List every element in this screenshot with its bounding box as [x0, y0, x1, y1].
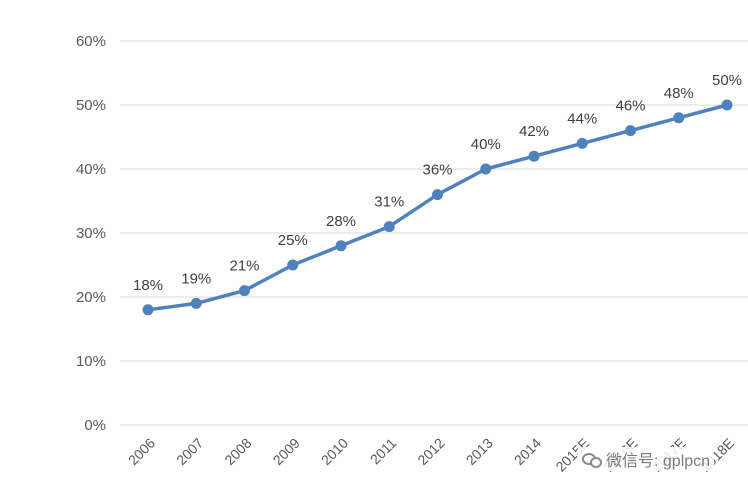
y-tick-label: 20%	[76, 289, 106, 306]
wechat-icon	[582, 452, 602, 468]
data-labels: 18% 19% 21% 25% 28% 31% 36% 40% 42% 44% 46% 48% 50%	[133, 72, 742, 294]
x-tick-label: 2006	[125, 435, 158, 468]
data-label: 36%	[422, 162, 452, 179]
data-label: 40%	[471, 136, 501, 153]
data-point	[625, 125, 636, 137]
data-label: 44%	[567, 110, 597, 127]
data-label: 50%	[712, 72, 742, 89]
x-tick-label: 2014	[511, 435, 544, 468]
data-label: 46%	[615, 98, 645, 115]
x-tick-label: 2010	[318, 435, 351, 468]
y-tick-label: 0%	[84, 417, 106, 434]
y-tick-label: 40%	[76, 161, 106, 178]
y-tick-label: 10%	[76, 353, 106, 370]
y-axis-ticks: 0% 10% 20% 30% 40% 50% 60%	[76, 33, 106, 434]
data-point	[432, 189, 443, 201]
data-point	[287, 259, 299, 271]
data-point	[383, 221, 395, 233]
data-point	[528, 150, 540, 162]
data-point	[142, 304, 154, 316]
series-line	[147, 103, 728, 312]
data-label: 19%	[181, 270, 211, 287]
data-point	[239, 285, 250, 297]
watermark-text: 微信号: gplpcn	[606, 453, 711, 470]
data-label: 48%	[664, 85, 694, 102]
x-tick-label: 2011	[367, 435, 400, 468]
x-tick-label: 2009	[270, 435, 303, 468]
data-label: 31%	[374, 194, 404, 211]
series	[142, 99, 733, 316]
data-point	[576, 137, 588, 149]
data-label: 28%	[326, 213, 356, 230]
watermark: 微信号: gplpcn	[578, 447, 715, 471]
data-label: 25%	[278, 232, 308, 249]
x-tick-label: 2013	[463, 435, 496, 468]
data-label: 42%	[519, 123, 549, 140]
data-point	[721, 99, 733, 111]
x-tick-label: 2007	[173, 435, 206, 468]
data-point	[673, 112, 685, 124]
x-tick-label: 2008	[221, 435, 254, 468]
data-point	[190, 297, 202, 309]
data-label: 18%	[133, 277, 163, 294]
data-point	[335, 240, 347, 252]
gridlines	[120, 40, 748, 426]
y-tick-label: 60%	[76, 33, 106, 50]
y-tick-label: 30%	[76, 225, 106, 242]
data-point	[480, 163, 492, 175]
data-label: 21%	[229, 258, 259, 275]
y-tick-label: 50%	[76, 97, 106, 114]
x-tick-label: 2012	[414, 435, 447, 468]
